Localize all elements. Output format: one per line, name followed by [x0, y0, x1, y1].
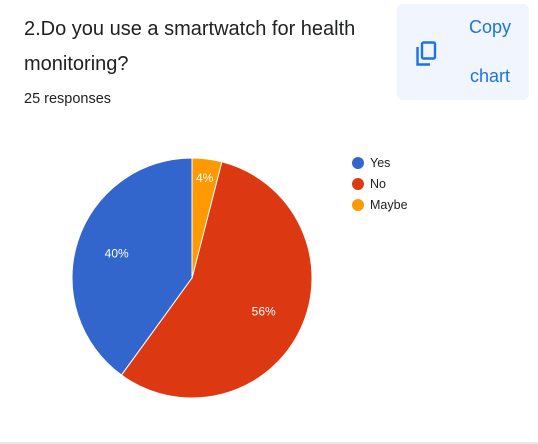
copy-chart-label-line2: chart [469, 66, 511, 86]
copy-icon [416, 41, 437, 66]
legend-swatch-no [352, 178, 364, 190]
legend-item-yes[interactable]: Yes [352, 156, 390, 170]
pie-slice-no[interactable] [120, 161, 313, 399]
question-title: 2.Do you use a smartwatch for health mon… [24, 18, 356, 75]
legend-label-maybe: Maybe [370, 198, 408, 212]
legend-item-no[interactable]: No [352, 177, 386, 191]
pie-slice-maybe[interactable] [191, 157, 223, 279]
legend-swatch-yes [352, 157, 364, 169]
pie-slice-yes[interactable] [71, 157, 193, 376]
legend-label-no: No [370, 177, 386, 191]
legend-label-yes: Yes [370, 156, 390, 170]
pie-label-no: 56% [252, 305, 276, 319]
legend-item-maybe[interactable]: Maybe [352, 198, 408, 212]
pie-label-maybe: 4% [196, 171, 214, 185]
legend-swatch-maybe [352, 199, 364, 211]
bottom-divider [0, 442, 538, 444]
pie-chart: 40% 56% 4% Yes No Maybe [71, 156, 408, 399]
response-count: 25 responses [24, 91, 112, 107]
pie-label-yes: 40% [105, 247, 129, 261]
copy-chart-button[interactable]: Copy chart [397, 4, 529, 100]
copy-chart-label-line1: Copy [468, 17, 512, 37]
